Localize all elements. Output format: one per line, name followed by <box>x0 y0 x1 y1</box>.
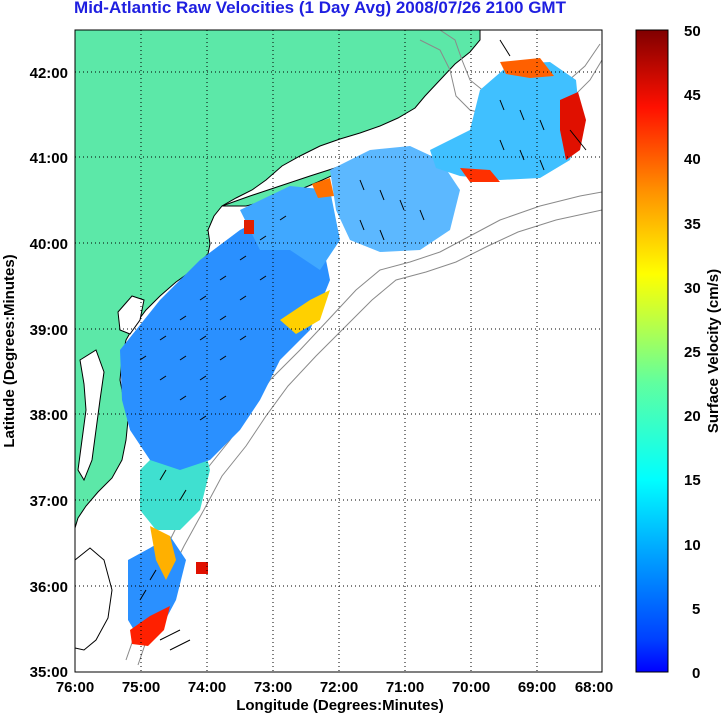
x-tick-label: 70:00 <box>452 679 490 696</box>
chesapeake-bay <box>77 349 105 482</box>
colorbar-tick-label: 40 <box>684 151 701 168</box>
colorbar-tick-labels: 50 45 40 35 30 25 20 15 10 5 0 <box>684 23 701 682</box>
velocity-field <box>120 58 586 646</box>
y-tick-label: 35:00 <box>30 664 68 681</box>
x-axis-label: Longitude (Degrees:Minutes) <box>236 697 444 714</box>
x-tick-label: 74:00 <box>188 679 226 696</box>
x-tick-label: 73:00 <box>254 679 292 696</box>
colorbar-tick-label: 0 <box>692 665 700 682</box>
colorbar-tick-label: 15 <box>684 472 701 489</box>
colorbar-tick-label: 45 <box>684 87 701 104</box>
x-tick-label: 69:00 <box>518 679 556 696</box>
colorbar-tick-label: 35 <box>684 216 701 233</box>
x-tick-label: 75:00 <box>122 679 160 696</box>
y-tick-label: 41:00 <box>30 150 68 167</box>
colorbar-tick-label: 10 <box>684 537 701 554</box>
x-tick-label: 68:00 <box>575 679 613 696</box>
x-tick-label: 72:00 <box>320 679 358 696</box>
colorbar-tick-label: 5 <box>692 601 700 618</box>
delaware-bay <box>117 295 145 335</box>
x-tick-label: 71:00 <box>386 679 424 696</box>
plot-frame <box>74 29 603 673</box>
colorbar-tick-label: 50 <box>684 23 701 40</box>
y-tick-label: 38:00 <box>30 407 68 424</box>
y-tick-label: 39:00 <box>30 322 68 339</box>
y-axis-label: Latitude (Degrees:Minutes) <box>1 254 18 447</box>
colorbar-tick-label: 25 <box>684 344 701 361</box>
y-tick-label: 42:00 <box>30 65 68 82</box>
y-tick-labels: 42:00 41:00 40:00 39:00 38:00 37:00 36:0… <box>30 65 68 681</box>
colorbar <box>635 29 669 673</box>
colorbar-label: Surface Velocity (cm/s) <box>705 269 722 433</box>
colorbar-tick-label: 30 <box>684 280 701 297</box>
velocity-vectors <box>139 39 587 651</box>
x-tick-label: 76:00 <box>56 679 94 696</box>
y-tick-label: 36:00 <box>30 579 68 596</box>
y-tick-label: 37:00 <box>30 493 68 510</box>
colorbar-tick-label: 20 <box>684 408 701 425</box>
x-tick-labels: 76:00 75:00 74:00 73:00 72:00 71:00 70:0… <box>56 679 613 696</box>
pamlico-sound <box>75 547 113 651</box>
map-title: Mid-Atlantic Raw Velocities (1 Day Avg) … <box>74 0 566 17</box>
land-mass <box>75 30 481 529</box>
y-tick-label: 40:00 <box>30 236 68 253</box>
